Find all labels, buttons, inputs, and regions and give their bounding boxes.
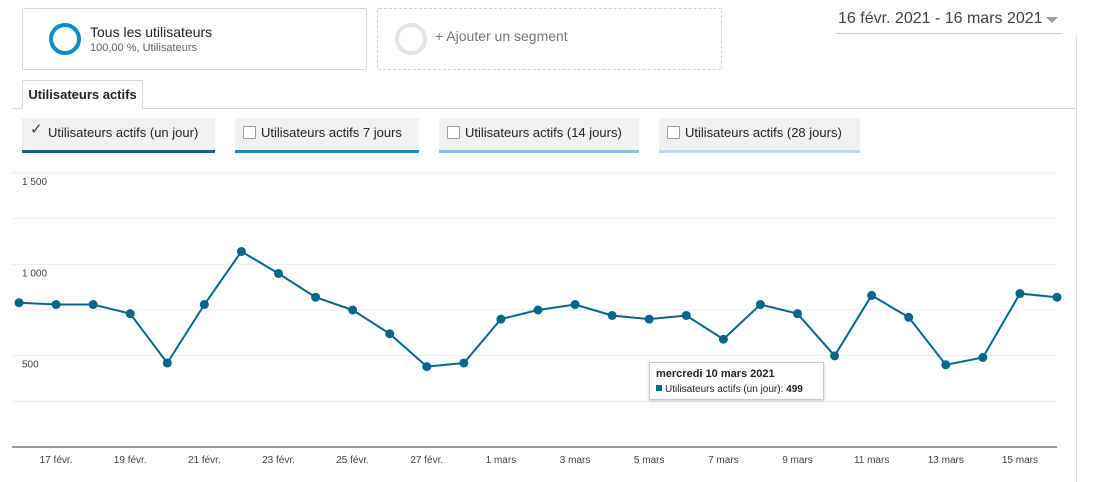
data-point xyxy=(867,290,877,300)
x-tick-label: 19 févr. xyxy=(114,455,147,466)
y-tick-label: 1 000 xyxy=(22,268,47,279)
metric-label: Utilisateurs actifs (14 jours) xyxy=(465,125,622,140)
caret-down-icon xyxy=(1046,17,1058,23)
tab-bar-divider xyxy=(12,108,1076,109)
x-tick-label: 11 mars xyxy=(854,455,889,466)
data-point xyxy=(681,310,691,320)
data-point xyxy=(644,314,654,324)
metric-toggle-1-day[interactable]: ✓ Utilisateurs actifs (un jour) xyxy=(22,118,215,153)
data-point xyxy=(14,298,24,308)
x-tick-label: 17 févr. xyxy=(40,455,73,466)
checkmark-icon: ✓ xyxy=(30,121,43,138)
x-tick-label: 25 févr. xyxy=(336,455,369,466)
data-point xyxy=(422,362,432,372)
chart-svg: 500 1 000 1 500 17 févr. 19 févr. 21 févr. 23 … xyxy=(12,172,1062,466)
metric-checkbox[interactable] xyxy=(667,126,680,139)
tooltip-line: Utilisateurs actifs (un jour): 499 xyxy=(656,384,803,395)
data-point xyxy=(533,305,543,315)
tab-active-users[interactable]: Utilisateurs actifs xyxy=(22,80,143,109)
y-tick-label: 500 xyxy=(22,360,39,371)
tooltip-value: 499 xyxy=(786,384,803,395)
data-point xyxy=(904,312,914,322)
x-tick-label: 13 mars xyxy=(928,455,964,466)
x-tick-label: 23 févr. xyxy=(262,455,295,466)
series-swatch xyxy=(656,385,662,391)
tooltip-date: mercredi 10 mars 2021 xyxy=(656,368,775,380)
data-point xyxy=(125,309,135,319)
metric-label: Utilisateurs actifs (28 jours) xyxy=(685,125,842,140)
segment-title: Tous les utilisateurs xyxy=(90,24,213,40)
add-segment-label: + Ajouter un segment xyxy=(435,28,568,44)
empty-segment-ring-icon xyxy=(395,23,427,55)
data-point xyxy=(496,314,506,324)
segment-ring-icon xyxy=(49,23,81,55)
data-point xyxy=(830,351,840,361)
x-tick-label: 7 mars xyxy=(708,455,739,466)
date-range-text: 16 févr. 2021 - 16 mars 2021 xyxy=(838,10,1043,27)
metric-label: Utilisateurs actifs (un jour) xyxy=(48,125,199,140)
data-point xyxy=(385,329,395,339)
data-point xyxy=(459,358,469,368)
data-point xyxy=(1015,289,1025,299)
data-point xyxy=(718,334,728,344)
metric-label: Utilisateurs actifs 7 jours xyxy=(261,125,402,140)
data-point xyxy=(274,268,283,278)
data-point xyxy=(1052,292,1062,302)
x-tick-label: 1 mars xyxy=(486,455,517,466)
line-chart: 500 1 000 1 500 17 févr. 19 févr. 21 févr. 23 … xyxy=(0,160,1076,482)
data-point xyxy=(236,247,246,257)
x-tick-label: 21 févr. xyxy=(188,455,221,466)
y-tick-label: 1 500 xyxy=(22,177,47,188)
x-tick-label: 9 mars xyxy=(782,455,813,466)
data-point xyxy=(570,300,580,310)
data-point xyxy=(978,352,988,362)
date-range-picker[interactable]: 16 févr. 2021 - 16 mars 2021 xyxy=(836,8,1062,34)
data-point xyxy=(199,300,209,310)
x-tick-label: 15 mars xyxy=(1002,455,1038,466)
data-point xyxy=(941,360,951,370)
x-tick-label: 5 mars xyxy=(634,455,665,466)
metric-toggle-28-days[interactable]: Utilisateurs actifs (28 jours) xyxy=(659,118,860,153)
chart-tooltip: mercredi 10 mars 2021 Utilisateurs actif… xyxy=(649,362,824,400)
data-point xyxy=(311,292,321,302)
data-point xyxy=(755,300,765,310)
metric-toggle-14-days[interactable]: Utilisateurs actifs (14 jours) xyxy=(439,118,639,153)
metric-checkbox[interactable] xyxy=(447,126,460,139)
panel-right-border xyxy=(1076,36,1077,482)
data-point xyxy=(793,309,802,319)
data-point xyxy=(607,310,617,320)
x-tick-label: 3 mars xyxy=(560,455,591,466)
data-point xyxy=(162,358,172,368)
metric-toggle-7-days[interactable]: Utilisateurs actifs 7 jours xyxy=(235,118,419,153)
segment-subtitle: 100,00 %, Utilisateurs xyxy=(90,42,197,54)
metric-checkbox[interactable] xyxy=(243,126,256,139)
data-point xyxy=(88,300,98,310)
segment-all-users[interactable]: Tous les utilisateurs 100,00 %, Utilisat… xyxy=(22,8,367,70)
data-point xyxy=(51,300,61,310)
tooltip-metric-label: Utilisateurs actifs (un jour): xyxy=(665,384,784,395)
x-tick-label: 27 févr. xyxy=(410,455,443,466)
add-segment-button[interactable]: + Ajouter un segment xyxy=(377,8,722,70)
data-point xyxy=(348,305,358,315)
